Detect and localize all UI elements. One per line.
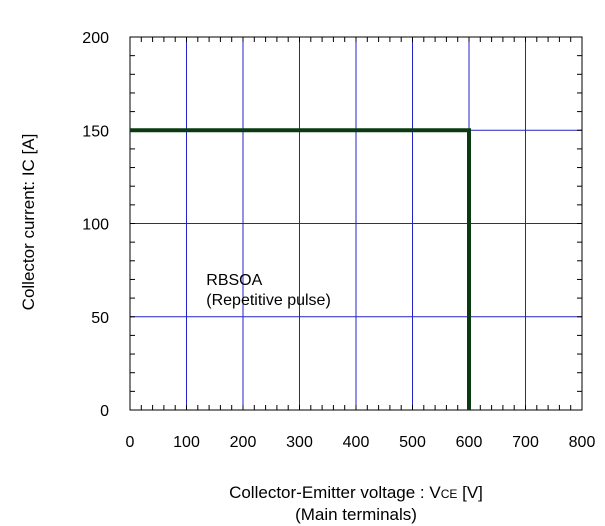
x-tick-label-800: 800: [569, 434, 596, 451]
x-tick-label-300: 300: [286, 434, 313, 451]
x-tick-label-500: 500: [399, 434, 426, 451]
x-tick-label-0: 0: [126, 434, 135, 451]
y-tick-label-100: 100: [82, 217, 109, 234]
series-layer: [130, 128, 471, 410]
annotation-0: RBSOA (Repetitive pulse): [206, 272, 331, 309]
y-axis-label: Collector current: IC [A]: [19, 134, 38, 311]
annotation-layer: RBSOA (Repetitive pulse): [206, 272, 331, 309]
plot-frame: [129, 36, 583, 411]
x-tick-label-600: 600: [456, 434, 483, 451]
x-axis-label: Collector-Emitter voltage : VCE [V]: [229, 483, 483, 502]
x-axis-label-unit: [V]: [457, 483, 483, 502]
x-axis-label-main: Collector-Emitter voltage : V: [229, 483, 441, 502]
grid-lines: [130, 37, 582, 410]
x-axis-label-subscript: CE: [441, 487, 458, 501]
x-tick-label-400: 400: [343, 434, 370, 451]
y-tick-label-200: 200: [82, 30, 109, 47]
x-tick-label-200: 200: [230, 434, 257, 451]
y-tick-label-50: 50: [91, 310, 109, 327]
x-axis-label-line2: (Main terminals): [295, 505, 417, 524]
x-tick-label-700: 700: [512, 434, 539, 451]
series-line-0: [130, 128, 471, 410]
tick-labels: 0 100 200 300 400 500 600 700 800 0 50 100 150 200: [82, 30, 595, 451]
y-tick-label-150: 150: [82, 123, 109, 140]
x-tick-label-100: 100: [173, 434, 200, 451]
minor-ticks: [129, 36, 583, 411]
annotation-line-1: (Repetitive pulse): [206, 292, 331, 309]
y-tick-label-0: 0: [100, 403, 109, 420]
annotation-line-0: RBSOA: [206, 272, 262, 289]
